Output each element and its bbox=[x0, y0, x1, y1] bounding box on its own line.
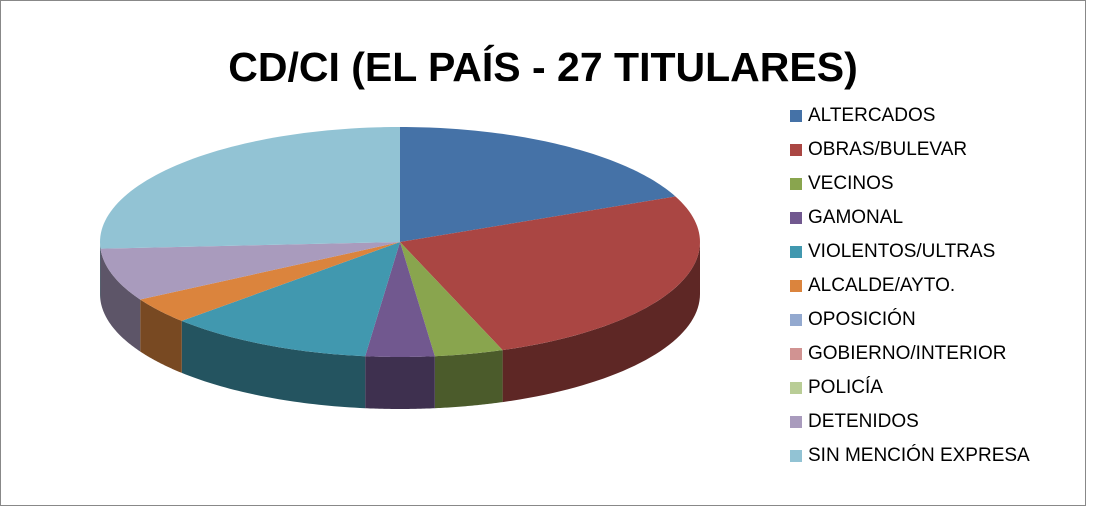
legend-swatch bbox=[790, 212, 802, 224]
pie-side bbox=[100, 248, 141, 352]
legend-label: GAMONAL bbox=[808, 207, 903, 228]
legend-label: ALCALDE/AYTO. bbox=[808, 275, 955, 296]
pie-side bbox=[181, 320, 366, 409]
legend-swatch bbox=[790, 450, 802, 462]
pie-slice bbox=[100, 127, 400, 249]
legend-label: OPOSICIÓN bbox=[808, 308, 916, 330]
legend-swatch bbox=[790, 382, 802, 394]
pie-slice bbox=[100, 242, 400, 300]
legend-swatch bbox=[790, 110, 802, 122]
legend-swatch bbox=[790, 348, 802, 360]
pie-slice bbox=[140, 242, 400, 321]
legend-swatch bbox=[790, 178, 802, 190]
pie-slice bbox=[400, 196, 700, 351]
legend-swatch bbox=[790, 246, 802, 258]
legend-label: OBRAS/BULEVAR bbox=[808, 139, 967, 160]
pie-slice bbox=[181, 242, 400, 357]
legend-label: POLICÍA bbox=[808, 377, 883, 398]
legend-label: VECINOS bbox=[808, 173, 894, 194]
legend-swatch bbox=[790, 144, 802, 156]
legend-label: SIN MENCIÓN EXPRESA bbox=[808, 444, 1030, 466]
pie-side bbox=[434, 350, 503, 409]
pie-side bbox=[140, 299, 182, 373]
legend-swatch bbox=[790, 280, 802, 292]
legend-label: ALTERCADOS bbox=[808, 105, 935, 126]
legend-swatch bbox=[790, 314, 802, 326]
pie-side bbox=[100, 242, 101, 301]
pie-slice bbox=[400, 242, 503, 357]
legend-swatch bbox=[790, 416, 802, 428]
legend-label: VIOLENTOS/ULTRAS bbox=[808, 241, 995, 262]
pie-slice bbox=[400, 127, 676, 242]
pie-side bbox=[365, 356, 435, 409]
legend-label: DETENIDOS bbox=[808, 411, 919, 432]
pie-side bbox=[502, 242, 700, 403]
chart-title: CD/CI (EL PAÍS - 27 TITULARES) bbox=[228, 44, 857, 90]
pie-slice bbox=[365, 242, 435, 357]
legend-label: GOBIERNO/INTERIOR bbox=[808, 343, 1006, 364]
